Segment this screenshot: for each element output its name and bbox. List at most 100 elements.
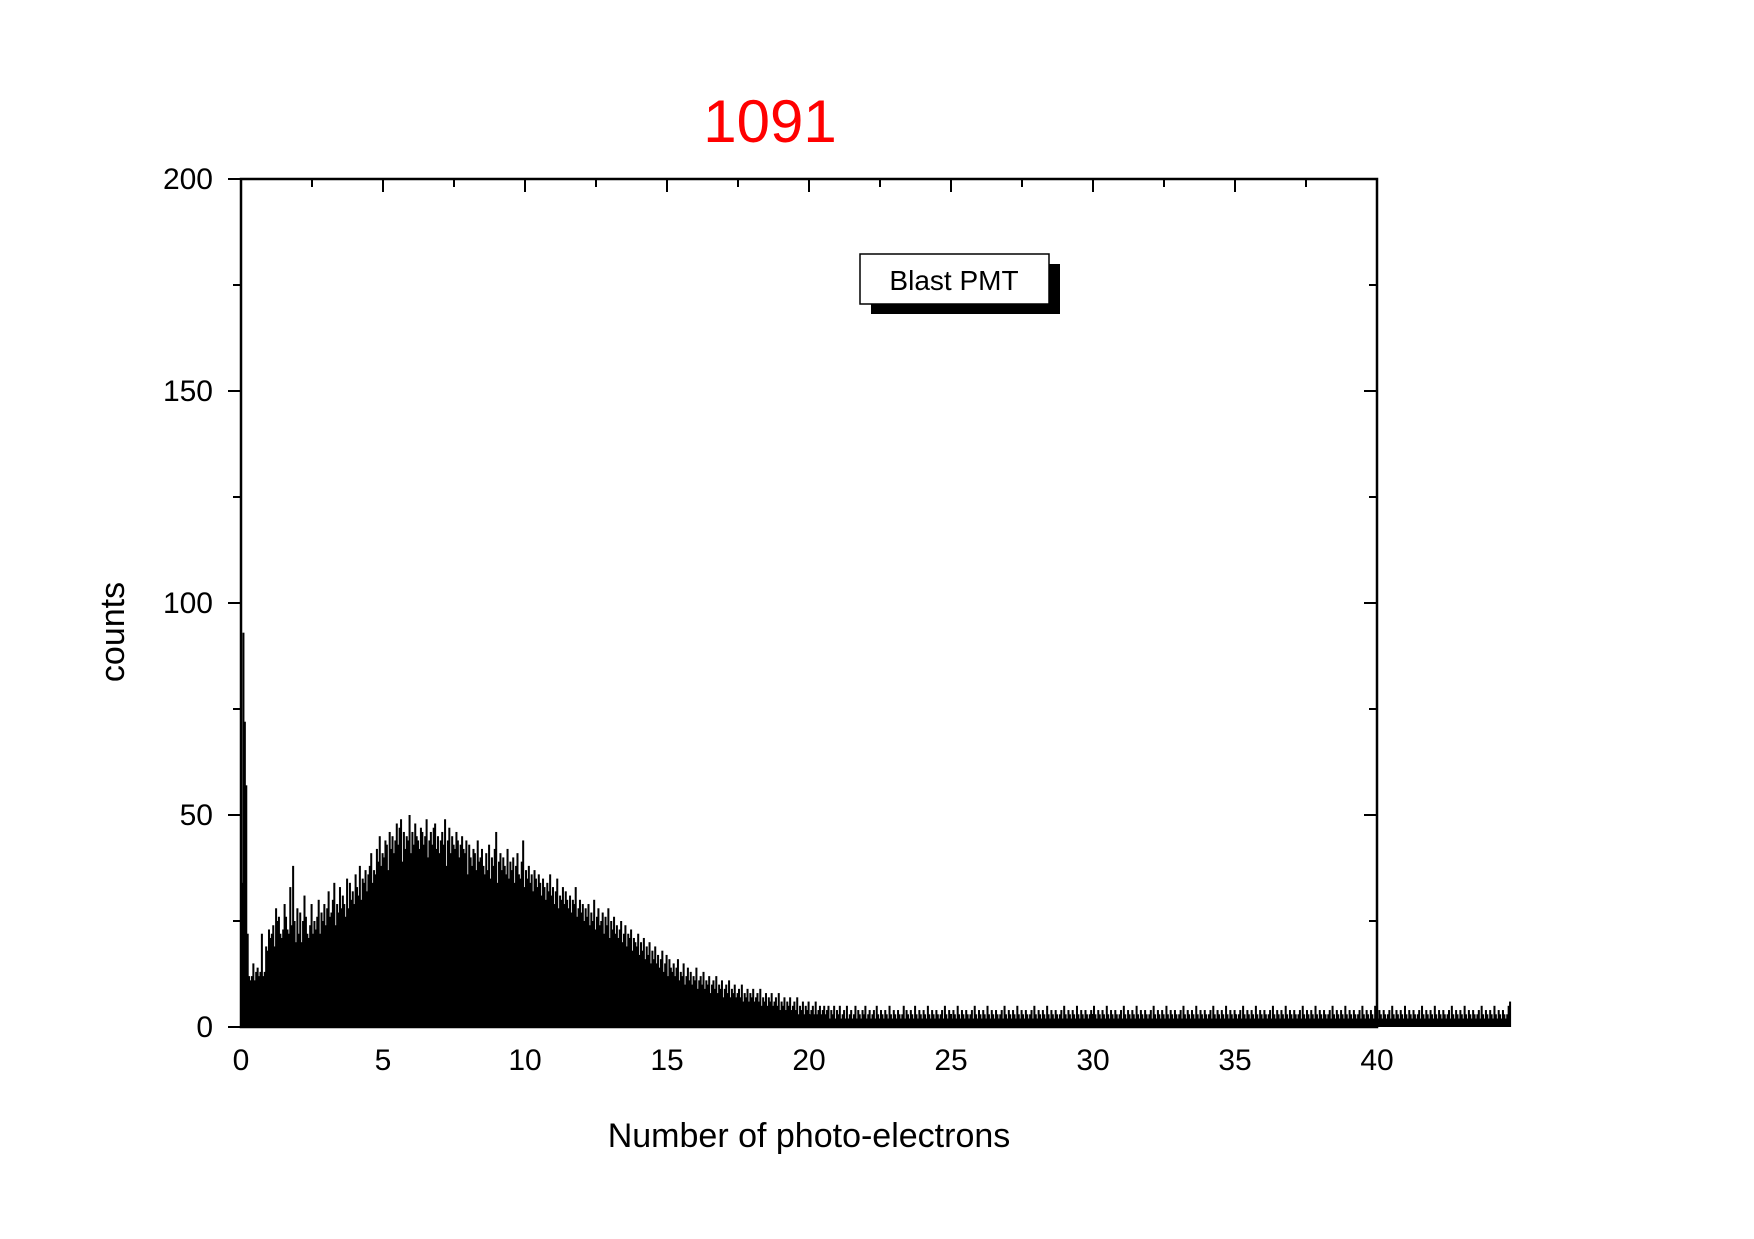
histogram-bar [526, 878, 529, 1027]
histogram-bar [1460, 1014, 1463, 1027]
histogram-bar [563, 904, 566, 1027]
histogram-bar [867, 1014, 870, 1027]
histogram-bar [1137, 1014, 1140, 1027]
histogram-bar [895, 1018, 898, 1027]
histogram-bar [343, 904, 346, 1027]
histogram-bar [1344, 1005, 1347, 1027]
histogram-bar [860, 1018, 863, 1027]
histogram-bar [853, 1014, 856, 1027]
histogram-bar [1161, 1010, 1164, 1027]
histogram-bar [421, 831, 424, 1027]
histogram-bar [1494, 1014, 1497, 1027]
histogram-bar [669, 967, 672, 1027]
histogram-bar [833, 1005, 836, 1027]
histogram-bar [360, 899, 363, 1027]
histogram-bar [1093, 1005, 1096, 1027]
histogram-bar [1479, 1018, 1482, 1027]
histogram-bar [959, 1018, 962, 1027]
histogram-bar [1365, 1010, 1368, 1027]
histogram-bar [618, 929, 621, 1027]
histogram-bar [1379, 1014, 1382, 1027]
histogram-bar [1202, 1018, 1205, 1027]
histogram-bar [390, 848, 393, 1027]
histogram-bar [1446, 1014, 1449, 1027]
histogram-bar [762, 997, 765, 1027]
histogram-bar [523, 887, 526, 1027]
histogram-bar [657, 954, 660, 1027]
histogram-bar [1281, 1014, 1284, 1027]
histogram-bar [1306, 1010, 1309, 1027]
histogram-bar [266, 950, 269, 1027]
histogram-bar [901, 1014, 904, 1027]
histogram-bar [935, 1010, 938, 1027]
histogram-bar [760, 1005, 763, 1027]
histogram-bar [1183, 1014, 1186, 1027]
histogram-bar [354, 874, 357, 1027]
histogram-bar [566, 899, 569, 1027]
histogram-bar [914, 1005, 917, 1027]
x-tick-label: 20 [792, 1044, 825, 1077]
histogram-bar [1061, 1018, 1064, 1027]
histogram-bar [756, 993, 759, 1027]
histogram-bar [1463, 1005, 1466, 1027]
histogram-bar [1200, 1014, 1203, 1027]
histogram-bar [398, 827, 401, 1027]
histogram-bar [857, 1010, 860, 1027]
histogram-bar [938, 1018, 941, 1027]
histogram-bar [543, 887, 546, 1027]
histogram-bar [648, 942, 651, 1027]
histogram-bar [799, 1005, 802, 1027]
histogram-bar [1354, 1014, 1357, 1027]
histogram-bar [1178, 1014, 1181, 1027]
histogram-bar [1195, 1005, 1198, 1027]
histogram-bar [570, 912, 573, 1027]
histogram-bar [603, 933, 606, 1027]
histogram-bar [560, 899, 563, 1027]
histogram-bar [1155, 1018, 1158, 1027]
histogram-bar [1395, 1010, 1398, 1027]
histogram-bar [1107, 1014, 1110, 1027]
y-tick-label: 0 [196, 1011, 213, 1044]
histogram-bar [1389, 1018, 1392, 1027]
histogram-bar [682, 963, 685, 1027]
histogram-bar [956, 1005, 959, 1027]
histogram-bar [1023, 1018, 1026, 1027]
histogram-bar [446, 840, 449, 1027]
histogram-bar [753, 1001, 756, 1027]
histogram-bar [255, 971, 258, 1027]
histogram-bar [620, 921, 623, 1027]
histogram-bar [1050, 1010, 1053, 1027]
histogram-bar [300, 942, 303, 1027]
histogram-bar [635, 946, 638, 1027]
histogram-bar [774, 997, 777, 1027]
histogram-bar [395, 823, 398, 1027]
histogram-bar [942, 1018, 945, 1027]
histogram-bar [1190, 1010, 1193, 1027]
histogram-bar [975, 1014, 978, 1027]
histogram-bar [302, 921, 305, 1027]
histogram-bar [672, 963, 675, 1027]
histogram-bar [845, 1005, 848, 1027]
histogram-bar [1340, 1010, 1343, 1027]
histogram-bar [1501, 1010, 1504, 1027]
histogram-bar [824, 1014, 827, 1027]
histogram-bar [1097, 1010, 1100, 1027]
histogram-bar [1088, 1014, 1091, 1027]
histogram-bar [1048, 1018, 1051, 1027]
histogram-bar [598, 925, 601, 1027]
x-tick-label: 35 [1218, 1044, 1251, 1077]
histogram-bar [307, 937, 310, 1027]
histogram-bar [915, 1014, 918, 1027]
histogram-bar [486, 870, 489, 1027]
histogram-bar [1064, 1014, 1067, 1027]
histogram-bar [576, 916, 579, 1027]
histogram-bar [537, 874, 540, 1027]
histogram-bar [1112, 1018, 1115, 1027]
histogram-bar [525, 870, 528, 1027]
histogram-bar [587, 904, 590, 1027]
histogram-bar [1073, 1014, 1076, 1027]
histogram-bar [745, 997, 748, 1027]
histogram-bar [333, 882, 336, 1027]
histogram-bar [1359, 1018, 1362, 1027]
histogram-bar [624, 925, 627, 1027]
